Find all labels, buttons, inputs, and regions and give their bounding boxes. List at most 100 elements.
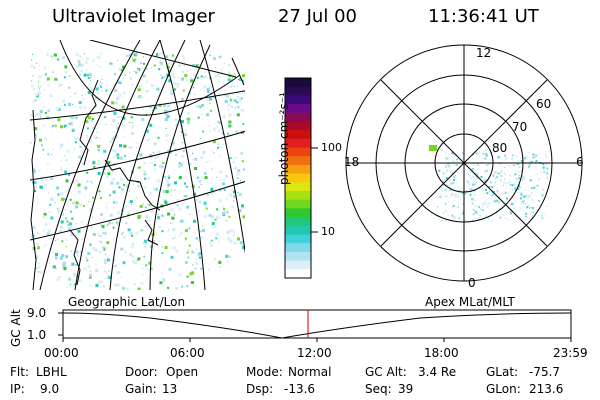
image-pixel	[84, 53, 86, 55]
image-pixel	[110, 123, 113, 126]
image-pixel	[99, 137, 102, 140]
image-pixel	[75, 254, 79, 257]
image-pixel	[456, 158, 459, 161]
image-pixel	[504, 167, 506, 169]
image-pixel	[132, 259, 135, 263]
image-pixel	[65, 126, 68, 129]
image-pixel	[235, 166, 237, 168]
image-pixel	[30, 64, 34, 68]
image-pixel	[241, 79, 244, 82]
image-pixel	[170, 89, 173, 93]
image-pixel	[189, 154, 192, 157]
image-pixel	[523, 157, 526, 160]
image-pixel	[153, 151, 155, 153]
image-pixel	[185, 69, 188, 72]
image-pixel	[493, 190, 496, 193]
image-pixel	[39, 88, 40, 90]
image-pixel	[203, 253, 204, 255]
image-pixel	[209, 92, 211, 94]
image-pixel	[487, 166, 489, 168]
image-pixel	[487, 180, 488, 182]
image-pixel	[196, 176, 199, 179]
image-pixel	[145, 90, 147, 92]
image-pixel	[121, 232, 123, 235]
image-pixel	[546, 172, 549, 175]
image-pixel	[528, 194, 531, 197]
image-pixel	[204, 214, 207, 218]
image-pixel	[118, 93, 122, 97]
image-pixel	[77, 190, 81, 194]
image-pixel	[92, 233, 96, 236]
image-pixel	[526, 157, 528, 159]
image-pixel	[91, 163, 95, 166]
image-pixel	[43, 89, 45, 91]
image-pixel	[171, 142, 175, 146]
image-pixel	[145, 80, 148, 83]
image-pixel	[76, 65, 80, 69]
image-pixel	[446, 150, 448, 152]
image-pixel	[170, 194, 172, 196]
image-pixel	[181, 142, 183, 143]
image-pixel	[40, 178, 44, 182]
image-pixel	[99, 81, 101, 83]
status-val-door: Open	[166, 365, 199, 379]
image-pixel	[102, 232, 105, 235]
image-pixel	[99, 194, 101, 196]
image-pixel	[99, 228, 101, 230]
image-pixel	[75, 201, 79, 205]
image-pixel	[178, 171, 180, 173]
image-pixel	[60, 105, 62, 107]
image-pixel	[172, 238, 174, 240]
image-pixel	[144, 224, 148, 228]
image-pixel	[209, 97, 213, 101]
image-pixel	[56, 278, 59, 281]
image-pixel	[459, 198, 461, 200]
image-pixel	[118, 231, 120, 233]
image-pixel	[466, 202, 468, 204]
image-pixel	[141, 96, 144, 99]
image-pixel	[50, 176, 54, 180]
colorbar-swatch	[285, 164, 311, 175]
colorbar-swatch	[285, 182, 311, 192]
image-pixel	[492, 220, 494, 221]
image-pixel	[172, 54, 174, 57]
image-pixel	[129, 145, 133, 149]
image-pixel	[218, 199, 222, 203]
image-pixel	[54, 124, 57, 127]
image-pixel	[191, 271, 195, 275]
image-pixel	[84, 119, 88, 123]
image-pixel	[233, 85, 235, 87]
image-pixel	[143, 161, 146, 164]
image-pixel	[453, 174, 455, 176]
colorbar-swatch	[285, 121, 311, 131]
image-pixel	[82, 134, 83, 136]
image-pixel	[519, 207, 522, 209]
colorbar-swatch	[285, 130, 311, 140]
image-pixel	[139, 166, 141, 169]
image-pixel	[89, 180, 92, 183]
image-pixel	[485, 189, 487, 191]
image-pixel	[186, 90, 188, 92]
image-pixel	[127, 276, 129, 278]
image-pixel	[469, 193, 472, 196]
image-pixel	[106, 224, 109, 227]
image-pixel	[174, 236, 177, 239]
image-pixel	[536, 206, 537, 208]
left-map-title: Geographic Lat/Lon	[68, 295, 186, 309]
image-pixel	[203, 201, 207, 205]
image-pixel	[87, 252, 91, 255]
image-pixel	[495, 176, 498, 179]
image-pixel	[165, 127, 167, 129]
image-pixel	[194, 177, 196, 179]
image-pixel	[227, 78, 231, 82]
image-pixel	[546, 156, 548, 158]
image-pixel	[122, 91, 126, 95]
image-pixel	[496, 199, 499, 202]
image-pixel	[233, 200, 234, 202]
image-pixel	[153, 240, 156, 242]
image-pixel	[122, 169, 126, 173]
image-pixel	[204, 116, 206, 118]
image-pixel	[75, 264, 78, 266]
image-pixel	[529, 207, 531, 209]
image-pixel	[489, 181, 492, 184]
